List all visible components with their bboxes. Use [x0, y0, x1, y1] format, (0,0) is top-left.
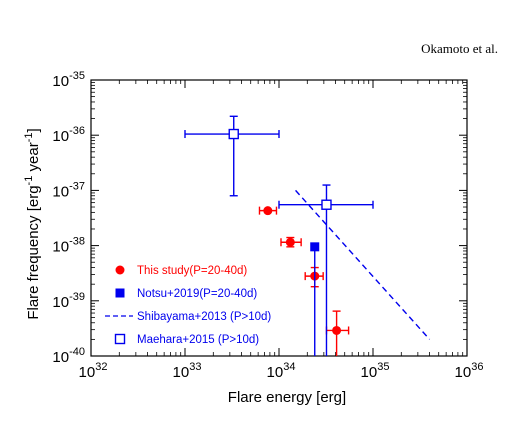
- y-tick-label: 10-35: [52, 70, 85, 90]
- page-header: Okamoto et al.: [421, 41, 498, 56]
- y-tick-label: 10-40: [52, 346, 85, 366]
- y-tick-label: 10-39: [52, 291, 85, 311]
- data-point-this-study: [285, 237, 295, 247]
- data-point-maehara2015: [321, 199, 332, 210]
- legend-label: Notsu+2019(P=20-40d): [137, 288, 257, 300]
- y-axis-title: Flare frequency [erg-1 year-1]: [23, 128, 42, 319]
- shibayama-power-law-line: [295, 189, 431, 340]
- data-point-this-study: [263, 206, 273, 216]
- legend-marker-open-square: [114, 333, 126, 345]
- x-axis-title: Flare energy [erg]: [228, 389, 346, 406]
- data-point-this-study: [332, 325, 342, 335]
- legend-marker-circle: [115, 265, 125, 275]
- data-point-notsu2019: [310, 242, 320, 252]
- legend-label: Maehara+2015 (P>10d): [137, 334, 259, 346]
- x-tick-label: 1033: [173, 361, 202, 381]
- x-tick-label: 1036: [455, 361, 484, 381]
- y-tick-label: 10-37: [52, 180, 85, 200]
- legend-label: Shibayama+2013 (P>10d): [137, 311, 271, 323]
- y-tick-label: 10-36: [52, 125, 85, 145]
- x-tick-label: 1035: [361, 361, 390, 381]
- x-tick-label: 1032: [79, 361, 108, 381]
- data-point-maehara2015: [228, 128, 239, 140]
- legend-marker-square: [115, 288, 125, 298]
- x-tick-label: 1034: [267, 361, 296, 381]
- y-tick-label: 10-38: [52, 236, 85, 256]
- legend-label: This study(P=20-40d): [137, 265, 247, 277]
